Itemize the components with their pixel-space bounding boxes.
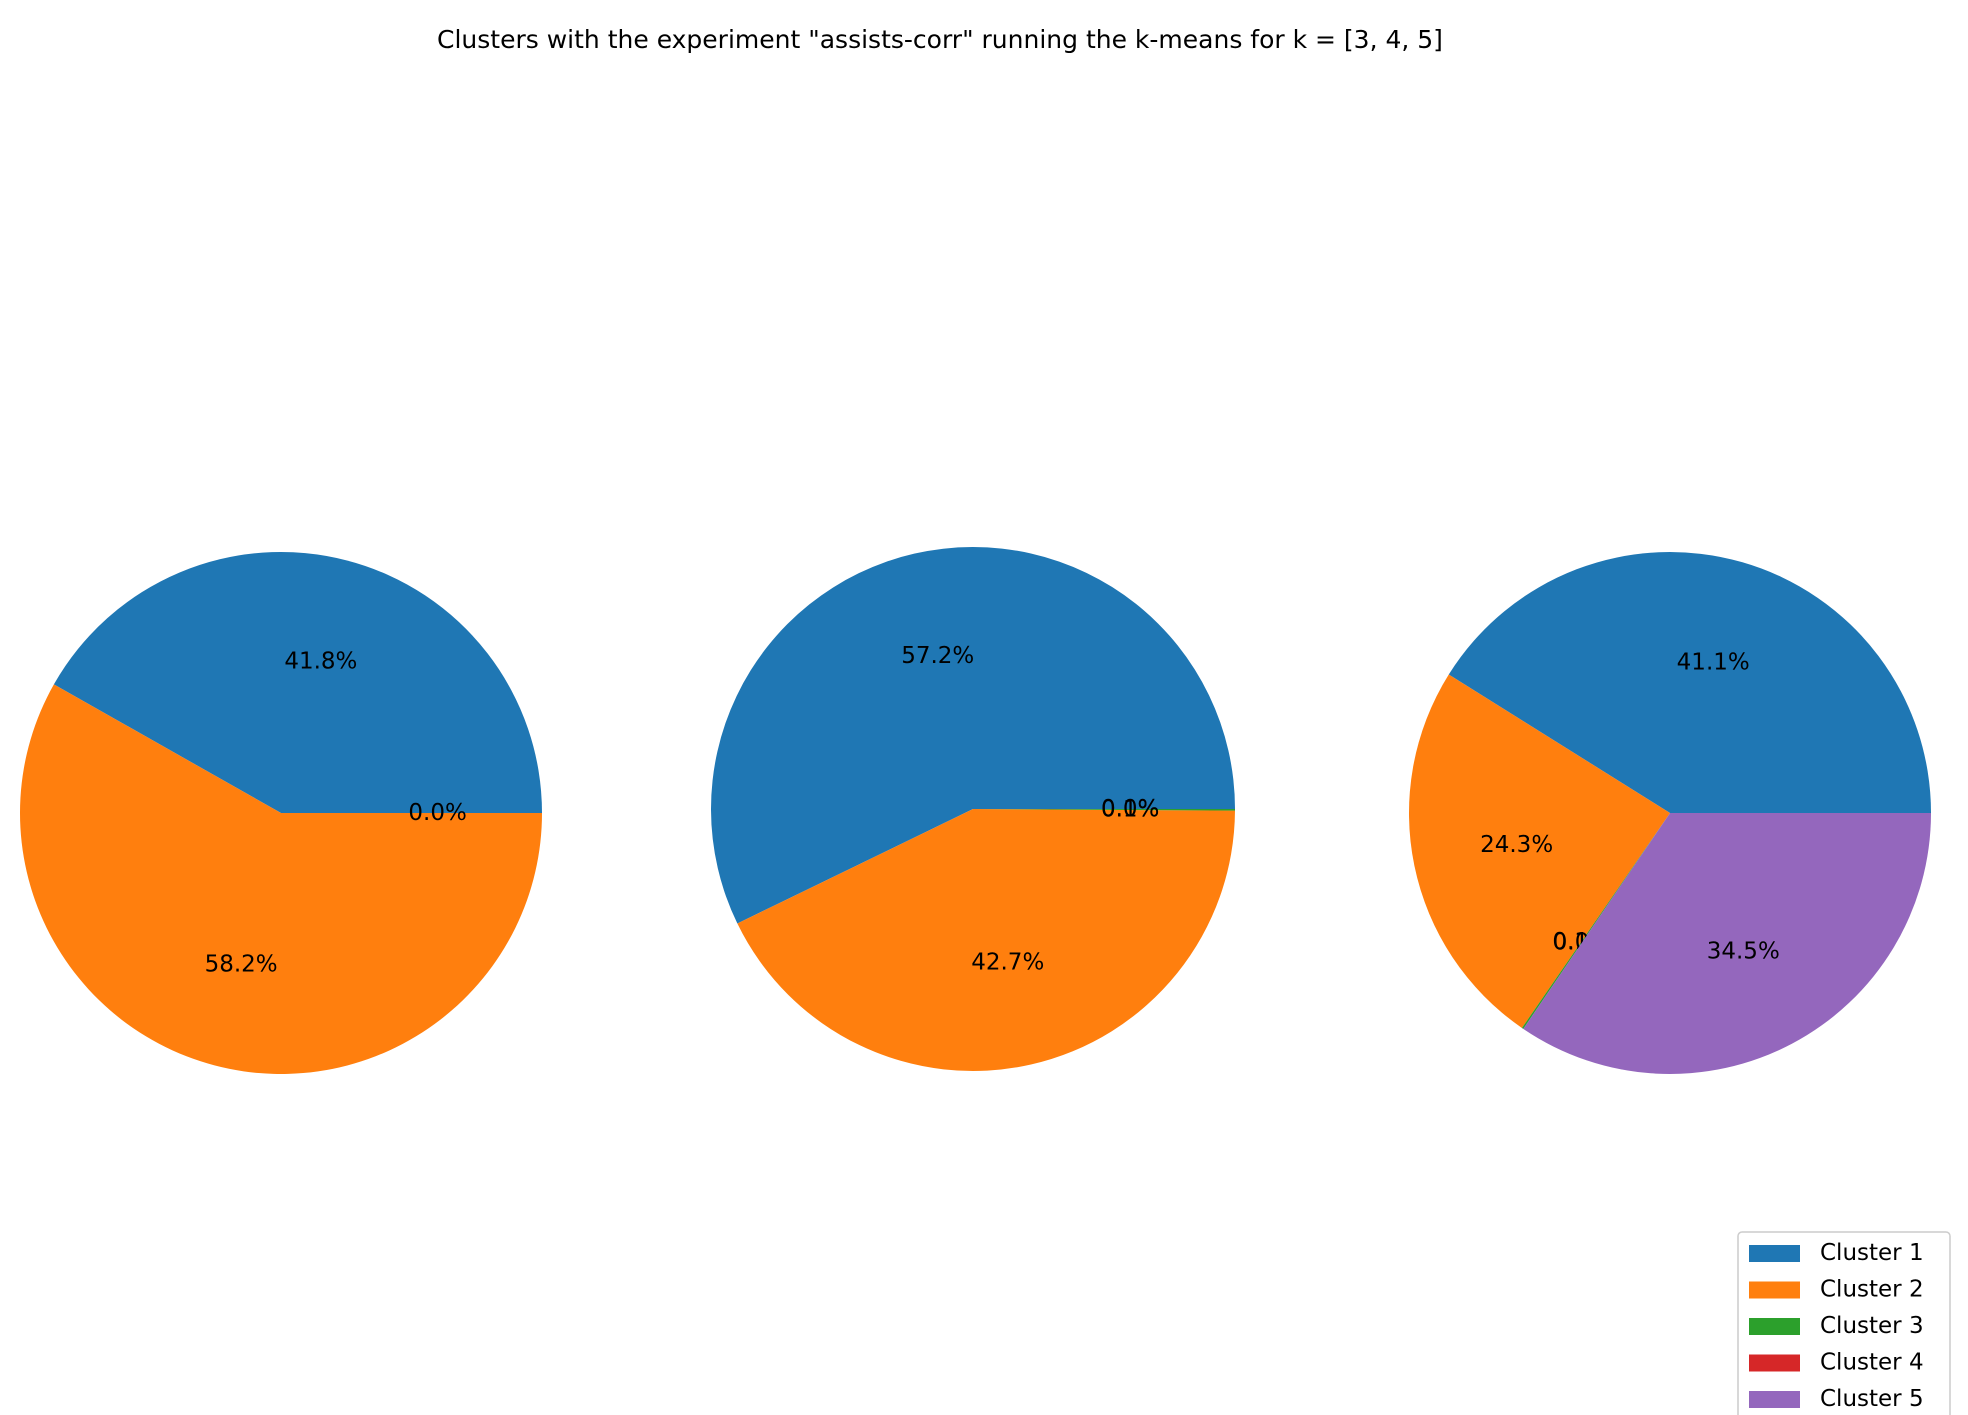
pie-3-slice-cluster-2 — [1408, 674, 1670, 1028]
pie-3-slice-cluster-5 — [1523, 813, 1931, 1074]
pie-1-slice-cluster-2 — [19, 684, 542, 1074]
pie-2-slice-cluster-2 — [737, 809, 1235, 1071]
legend-swatch-cluster-5 — [1749, 1391, 1800, 1408]
pie-2-label-cluster-3: 0.1% — [1101, 796, 1159, 822]
pies-group: 41.8%58.2%0.0%57.2%42.7%0.1%0.0%41.1%24.… — [19, 546, 1931, 1074]
pie-chart-2: 57.2% 42.7% 0.1%0.0% — [710, 546, 1235, 1071]
legend-label-cluster-2: Cluster 2 — [1820, 1277, 1924, 1303]
legend-swatch-cluster-3 — [1749, 1318, 1800, 1335]
legend-swatch-cluster-1 — [1749, 1245, 1800, 1262]
pie-1-label-cluster-3: 0.0% — [408, 800, 466, 826]
legend-label-cluster-5: Cluster 5 — [1820, 1386, 1924, 1412]
pie-3-slice-cluster-3 — [1521, 813, 1670, 1029]
pie-2-slice-cluster-3 — [973, 809, 1235, 811]
legend-swatch-cluster-4 — [1749, 1354, 1800, 1372]
legend-swatch-cluster-2 — [1749, 1281, 1800, 1299]
pie-3-slice-cluster-1 — [1448, 552, 1931, 813]
pie-chart-3: 41.1%24.3%0.1%0.0%34.5% — [1408, 552, 1931, 1074]
pie-3-label-cluster-5: 34.5% — [1707, 938, 1780, 964]
pie-1-label-cluster-2: 58.2% — [205, 951, 278, 977]
legend-label-cluster-3: Cluster 3 — [1820, 1313, 1924, 1339]
pie-2-label-cluster-1: 57.2% — [901, 643, 974, 669]
pie-1-label-cluster-1: 41.8% — [284, 649, 357, 675]
legend-label-cluster-1: Cluster 1 — [1820, 1240, 1924, 1266]
pie-2-label-cluster-2: 42.7% — [971, 949, 1044, 975]
legend-label-cluster-4: Cluster 4 — [1820, 1350, 1924, 1376]
pie-chart-1: 41.8% 58.2% 0.0% — [19, 552, 542, 1074]
pie-3-label-cluster-2: 24.3% — [1480, 832, 1553, 858]
pie-2-label-cluster-4: 0.0% — [1101, 796, 1159, 822]
pie-3-label-cluster-1: 41.1% — [1677, 649, 1750, 675]
pie-1-slice-cluster-1 — [53, 552, 542, 813]
legend: Cluster 1 Cluster 2 Cluster 3 Cluster 4 Clus… — [1737, 1231, 1951, 1415]
chart-title: Clusters with the experiment "assists-co… — [437, 25, 1443, 54]
pie-2-slice-cluster-1 — [710, 546, 1235, 924]
